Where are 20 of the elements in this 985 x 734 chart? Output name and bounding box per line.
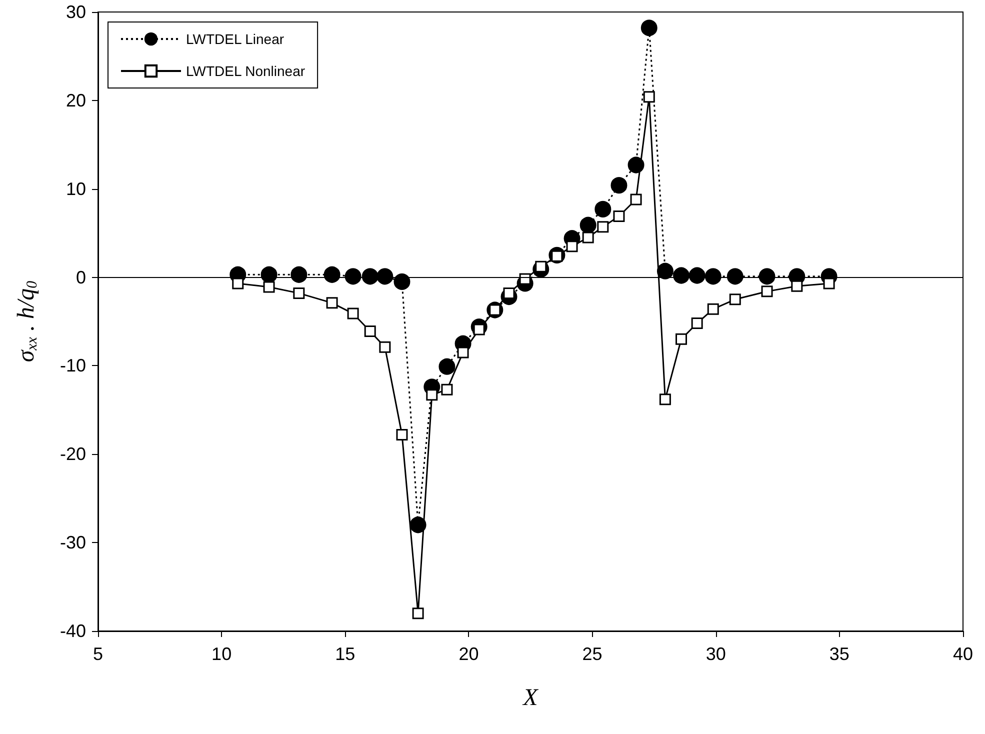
x-tick-label: 15 (335, 644, 356, 664)
x-tick-label: 20 (458, 644, 479, 664)
y-axis-title: σxx . h/q0 (14, 280, 40, 362)
y-tick-label: -20 (60, 444, 86, 464)
x-tick-label: 25 (582, 644, 602, 664)
x-axis-title: X (522, 685, 540, 711)
x-tick-label: 5 (92, 644, 104, 664)
x-tick-label: 35 (829, 644, 850, 664)
x-tick-label: 40 (952, 644, 974, 664)
y-tick-label: -40 (60, 621, 86, 641)
legend-label: LWTDEL Linear (186, 31, 284, 47)
y-tick-label: -10 (60, 356, 86, 376)
y-tick-label: 10 (66, 178, 86, 199)
x-tick-label: 10 (212, 644, 232, 664)
legend-label: LWTDEL Nonlinear (186, 63, 306, 79)
y-tick-label: 20 (66, 90, 86, 110)
x-tick-label: 30 (706, 644, 726, 664)
y-tick-label: -30 (60, 532, 86, 553)
y-tick-label: 30 (66, 2, 86, 22)
y-tick-label: 0 (76, 267, 86, 288)
